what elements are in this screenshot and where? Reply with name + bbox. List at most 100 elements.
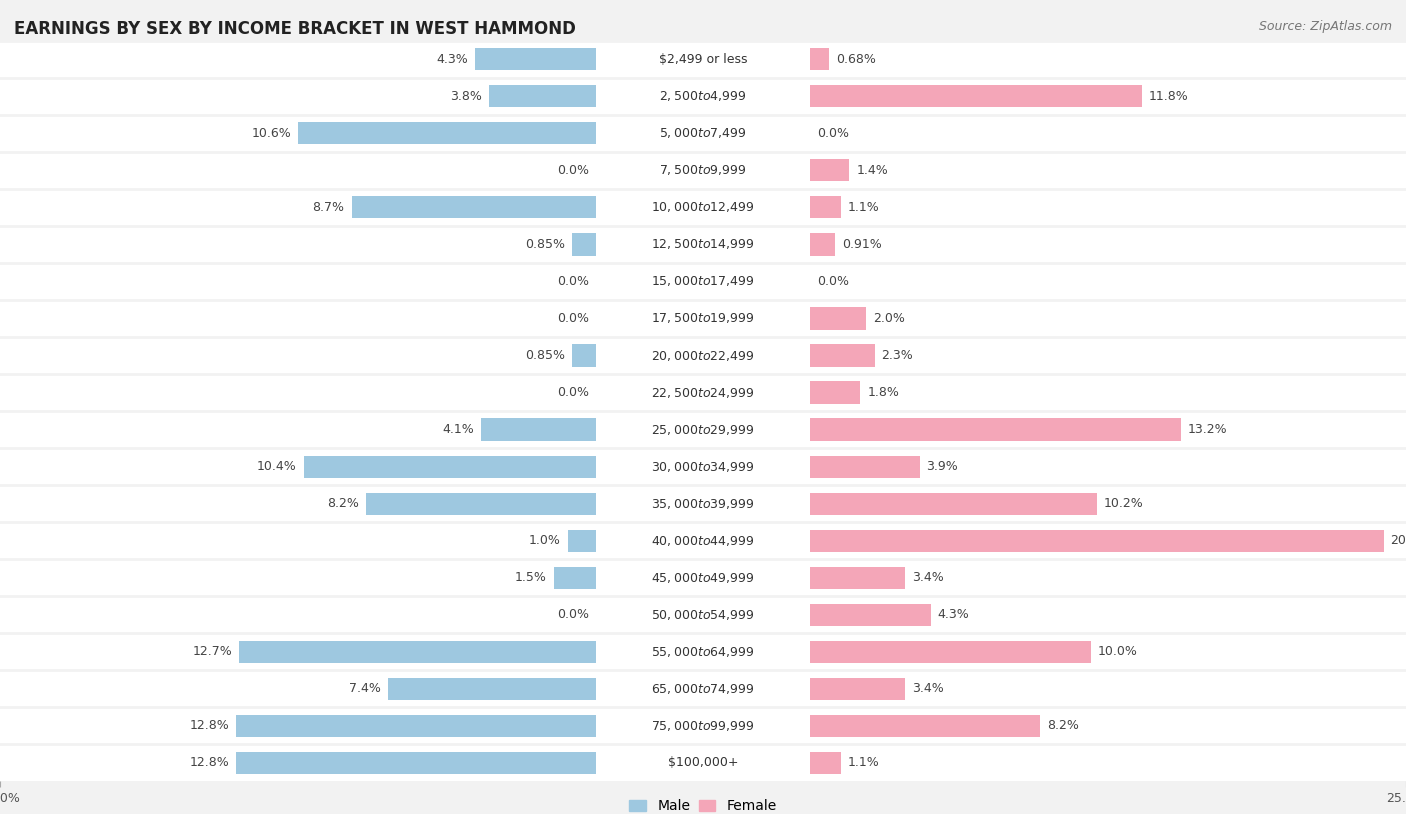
Bar	[0, 411, 1406, 448]
Bar	[810, 567, 905, 589]
Bar	[810, 715, 1040, 737]
Bar	[810, 492, 1097, 514]
Text: 12.8%: 12.8%	[190, 720, 229, 733]
Bar	[0, 115, 1406, 152]
Bar	[810, 752, 841, 774]
Bar	[572, 234, 596, 256]
Bar	[810, 530, 1384, 552]
Bar	[304, 456, 596, 478]
Bar	[0, 596, 1406, 633]
Text: 1.4%: 1.4%	[856, 164, 889, 177]
Bar	[475, 48, 596, 70]
Text: $65,000 to $74,999: $65,000 to $74,999	[651, 682, 755, 696]
Text: 0.0%: 0.0%	[557, 275, 589, 288]
Text: 2.0%: 2.0%	[873, 312, 905, 325]
Bar	[810, 48, 830, 70]
Text: 2.3%: 2.3%	[882, 349, 914, 362]
Text: 7.4%: 7.4%	[349, 682, 381, 695]
Bar	[0, 152, 1406, 189]
Bar	[0, 337, 1406, 374]
Text: $12,500 to $14,999: $12,500 to $14,999	[651, 238, 755, 252]
Text: 1.1%: 1.1%	[848, 756, 880, 769]
Bar	[0, 225, 1406, 263]
Text: EARNINGS BY SEX BY INCOME BRACKET IN WEST HAMMOND: EARNINGS BY SEX BY INCOME BRACKET IN WES…	[14, 20, 576, 38]
Text: 0.85%: 0.85%	[526, 238, 565, 251]
Text: $7,500 to $9,999: $7,500 to $9,999	[659, 164, 747, 177]
Text: $20,000 to $22,499: $20,000 to $22,499	[651, 348, 755, 362]
Text: 10.6%: 10.6%	[252, 127, 291, 140]
Bar	[810, 234, 835, 256]
Text: 4.3%: 4.3%	[938, 608, 970, 621]
Text: $30,000 to $34,999: $30,000 to $34,999	[651, 460, 755, 474]
Text: $50,000 to $54,999: $50,000 to $54,999	[651, 608, 755, 622]
Text: 3.9%: 3.9%	[927, 460, 959, 473]
Bar	[0, 263, 1406, 300]
Legend: Male, Female: Male, Female	[624, 794, 782, 814]
Bar	[0, 189, 1406, 226]
Text: $100,000+: $100,000+	[668, 756, 738, 769]
Text: 4.3%: 4.3%	[436, 53, 468, 66]
Bar	[810, 196, 841, 218]
Bar	[0, 485, 1406, 523]
Bar	[0, 744, 1406, 781]
Text: 10.0%: 10.0%	[1098, 646, 1137, 659]
Bar	[352, 196, 596, 218]
Text: 0.0%: 0.0%	[557, 164, 589, 177]
Bar	[568, 530, 596, 552]
Text: 12.7%: 12.7%	[193, 646, 232, 659]
Text: 3.4%: 3.4%	[912, 682, 945, 695]
Text: 4.1%: 4.1%	[441, 423, 474, 436]
Text: 1.8%: 1.8%	[868, 386, 900, 399]
Text: $5,000 to $7,499: $5,000 to $7,499	[659, 126, 747, 140]
Bar	[572, 344, 596, 366]
Bar	[810, 678, 905, 700]
Text: 0.68%: 0.68%	[837, 53, 876, 66]
Text: $2,500 to $4,999: $2,500 to $4,999	[659, 90, 747, 103]
Bar	[810, 160, 849, 182]
Bar	[236, 752, 596, 774]
Text: 0.91%: 0.91%	[842, 238, 882, 251]
Text: $25,000 to $29,999: $25,000 to $29,999	[651, 422, 755, 436]
Bar	[0, 523, 1406, 559]
Text: $10,000 to $12,499: $10,000 to $12,499	[651, 200, 755, 214]
Text: 1.0%: 1.0%	[529, 534, 561, 547]
Text: 8.7%: 8.7%	[312, 201, 344, 214]
Text: $75,000 to $99,999: $75,000 to $99,999	[651, 719, 755, 733]
Text: $45,000 to $49,999: $45,000 to $49,999	[651, 571, 755, 584]
Text: 1.1%: 1.1%	[848, 201, 880, 214]
Bar	[236, 715, 596, 737]
Text: 0.0%: 0.0%	[557, 312, 589, 325]
Bar	[481, 418, 596, 440]
Text: $15,000 to $17,499: $15,000 to $17,499	[651, 274, 755, 288]
Text: 10.2%: 10.2%	[1104, 497, 1143, 510]
Bar	[0, 559, 1406, 596]
Bar	[0, 707, 1406, 744]
Text: 11.8%: 11.8%	[1149, 90, 1188, 103]
Bar	[0, 78, 1406, 115]
Text: 0.0%: 0.0%	[557, 386, 589, 399]
Bar	[810, 456, 920, 478]
Text: 0.85%: 0.85%	[526, 349, 565, 362]
Text: 8.2%: 8.2%	[326, 497, 359, 510]
Bar	[810, 344, 875, 366]
Bar	[554, 567, 596, 589]
Text: 8.2%: 8.2%	[1047, 720, 1080, 733]
Text: 13.2%: 13.2%	[1188, 423, 1227, 436]
Bar	[810, 308, 866, 330]
Bar	[366, 492, 596, 514]
Text: 3.4%: 3.4%	[912, 571, 945, 584]
Text: 10.4%: 10.4%	[257, 460, 297, 473]
Text: 12.8%: 12.8%	[190, 756, 229, 769]
Text: 0.0%: 0.0%	[557, 608, 589, 621]
Bar	[388, 678, 596, 700]
Bar	[810, 604, 931, 626]
Bar	[0, 374, 1406, 411]
Text: 20.4%: 20.4%	[1391, 534, 1406, 547]
Bar	[810, 382, 860, 404]
Text: 1.5%: 1.5%	[515, 571, 547, 584]
Bar	[0, 448, 1406, 485]
Text: $55,000 to $64,999: $55,000 to $64,999	[651, 645, 755, 659]
Text: $40,000 to $44,999: $40,000 to $44,999	[651, 534, 755, 548]
Text: $35,000 to $39,999: $35,000 to $39,999	[651, 497, 755, 510]
Bar	[810, 418, 1181, 440]
